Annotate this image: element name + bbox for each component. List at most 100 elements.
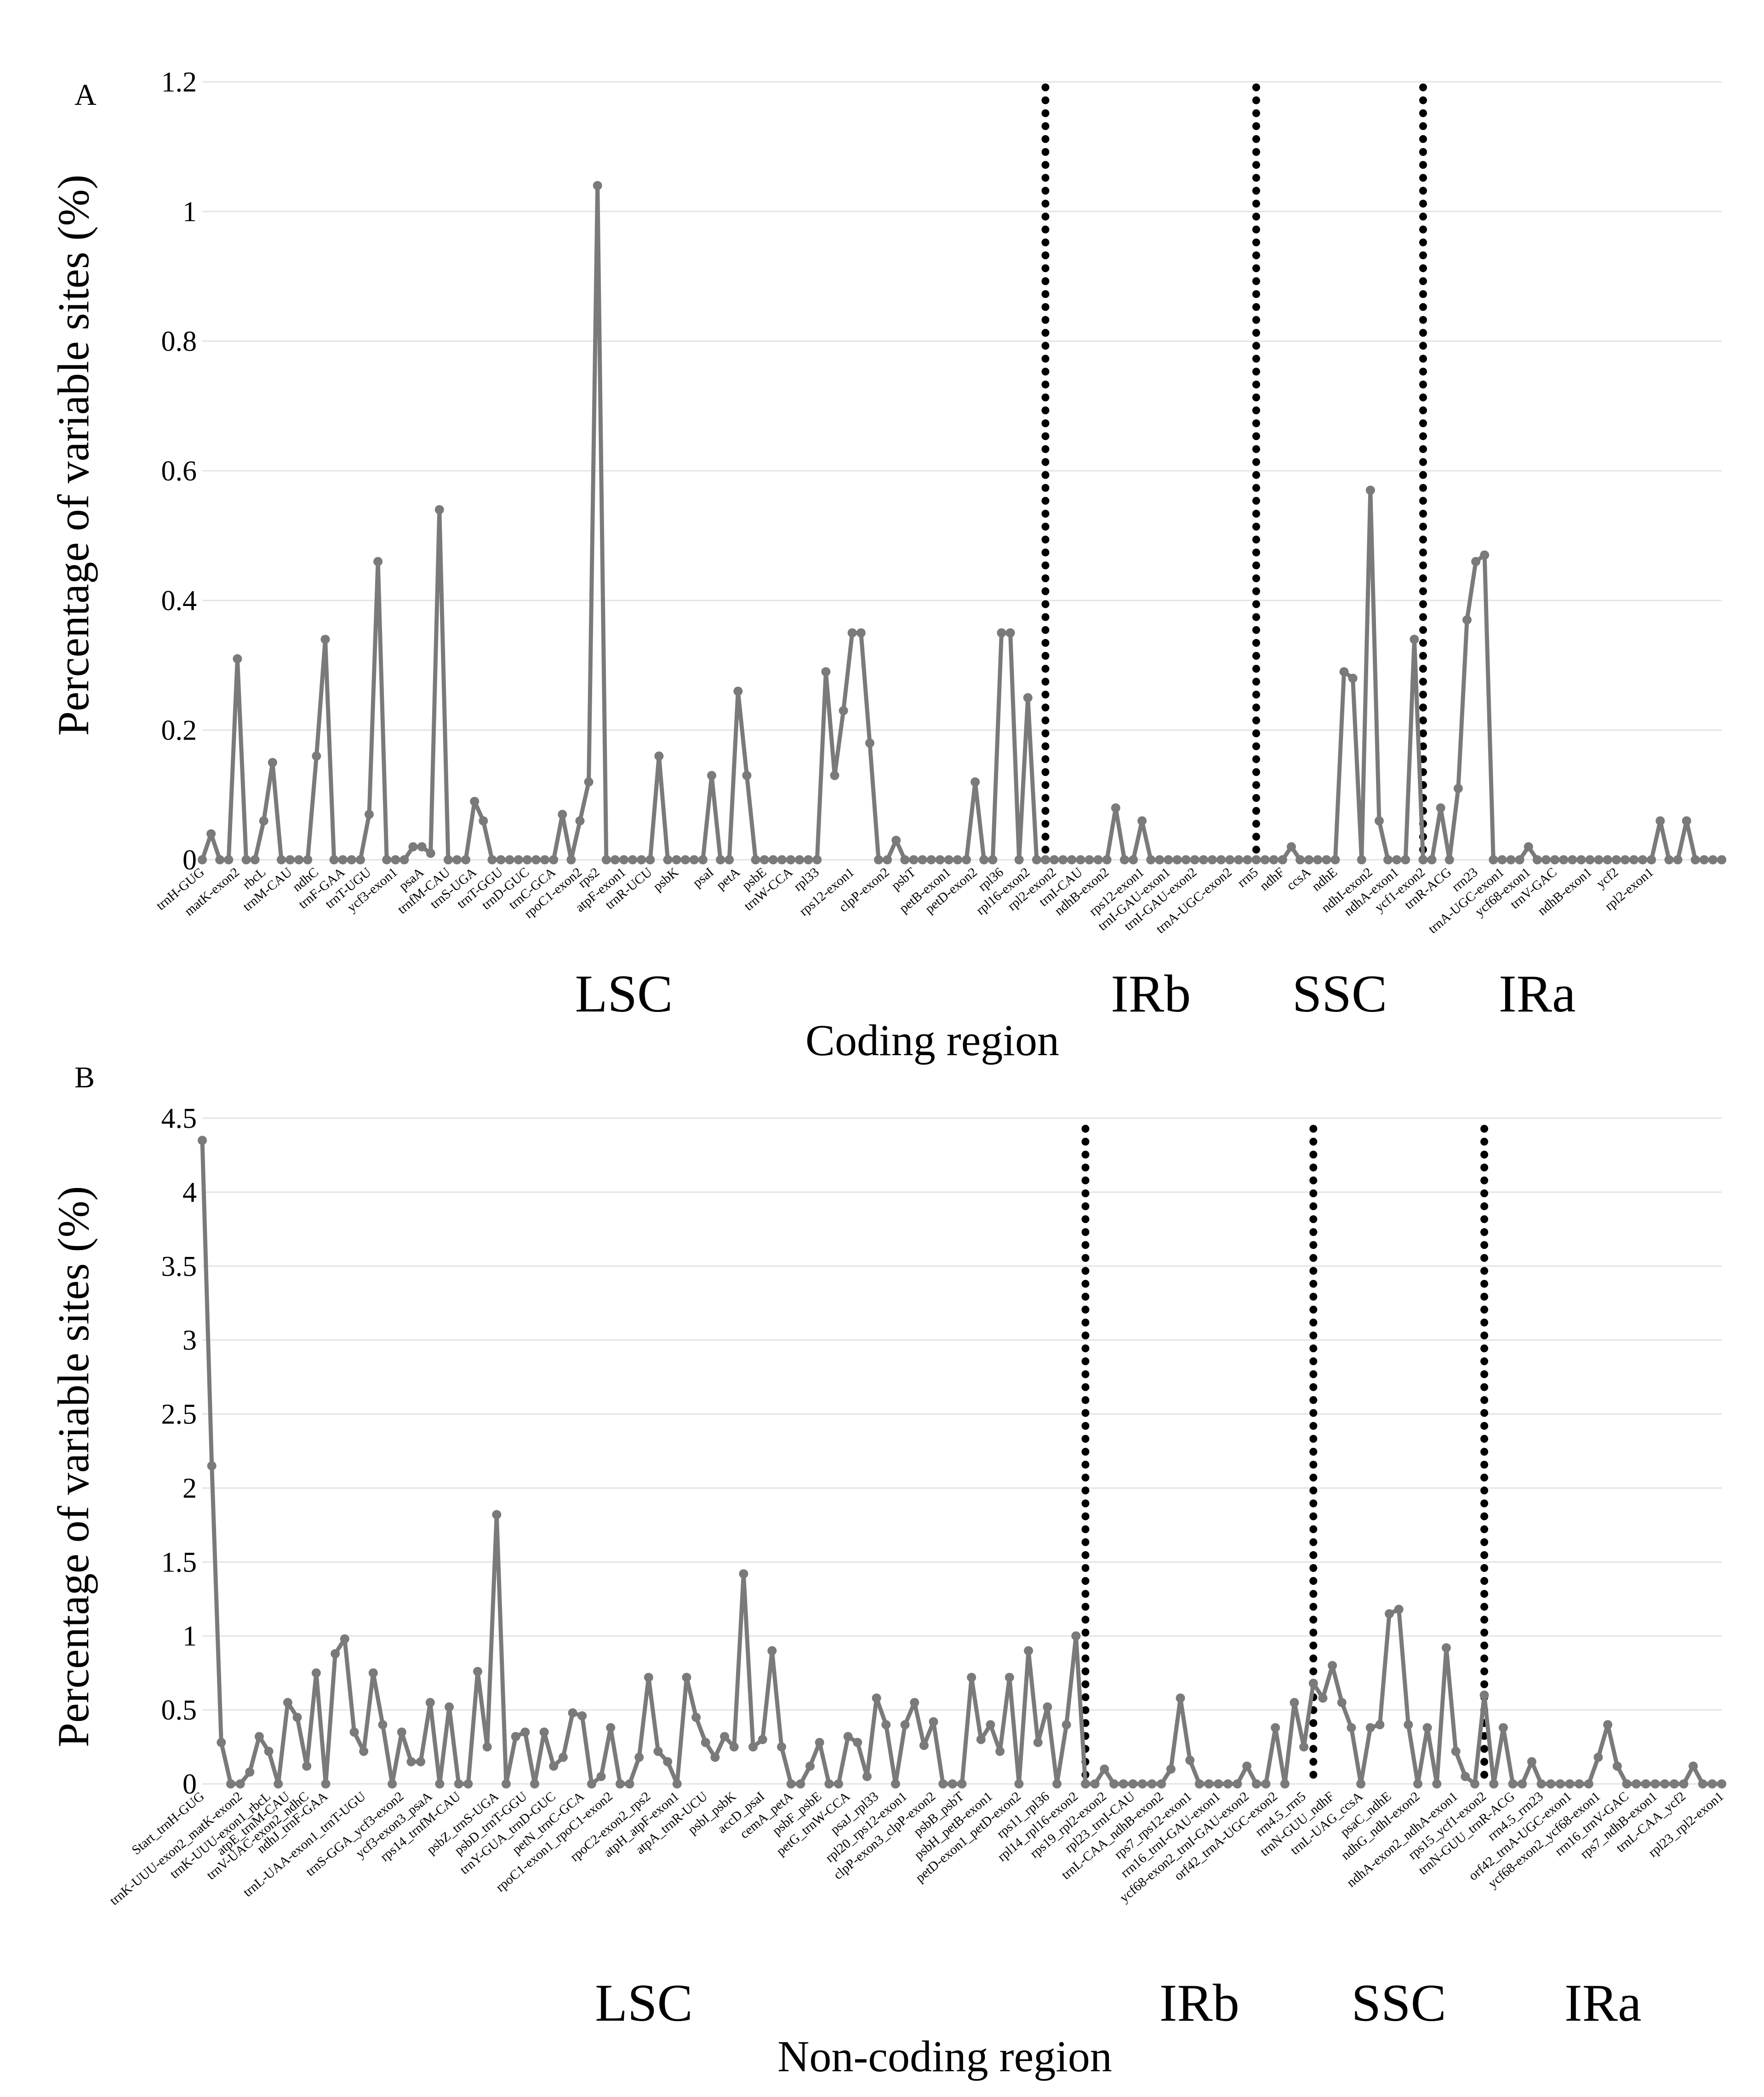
panel-b-data-point [1498, 1723, 1508, 1732]
panel-b-data-point [606, 1723, 616, 1732]
panel-b-data-point [891, 1779, 900, 1788]
panel-b-data-point [1290, 1698, 1299, 1708]
panel-b-data-point [274, 1779, 283, 1788]
panel-b-data-point [805, 1761, 815, 1771]
panel-a-data-point [549, 855, 559, 864]
panel-b-data-point [1318, 1693, 1328, 1703]
panel-b-y-tick-label: 1 [183, 1621, 197, 1652]
panel-b-chart: B Percentage of variable sites (%) 0 0.5 1… [49, 1061, 1726, 2081]
panel-b-data-point [1593, 1753, 1603, 1762]
panel-b-data-point [435, 1779, 445, 1788]
panel-b-data-point [1365, 1723, 1375, 1732]
panel-b-data-point [463, 1779, 473, 1788]
panel-b-data-point [1404, 1720, 1413, 1730]
panel-b-data-point [311, 1668, 321, 1678]
panel-a-data-point [962, 855, 971, 864]
panel-a-data-point [1076, 855, 1085, 864]
panel-a-data-point [1717, 855, 1726, 864]
panel-a-data-point [1234, 855, 1244, 864]
panel-a-x-tick-label: psbK [651, 865, 682, 894]
panel-b-data-point [245, 1767, 255, 1777]
panel-a-data-point [1462, 615, 1472, 625]
panel-a-y-tick-label: 0.8 [161, 326, 197, 357]
panel-b-data-point [1546, 1779, 1556, 1788]
panel-a-y-tick-label: 1.2 [161, 67, 197, 98]
panel-b-data-point [1100, 1764, 1109, 1774]
panel-a-data-point [795, 855, 805, 864]
panel-a-region-label-ssc: SSC [1292, 965, 1387, 1023]
panel-a-x-axis-title: Coding region [805, 1016, 1059, 1065]
panel-a-data-point [1129, 855, 1138, 864]
panel-b-data-point [900, 1720, 910, 1730]
panel-b-data-point [967, 1673, 976, 1682]
panel-b-data-point [388, 1779, 397, 1788]
panel-b-data-point [1328, 1661, 1337, 1670]
panel-b-data-point [1612, 1761, 1622, 1771]
panel-b-y-axis-title: Percentage of variable sites (%) [49, 1186, 98, 1748]
panel-a-data-point [198, 855, 207, 864]
panel-a-data-point [812, 855, 822, 864]
panel-a-data-point [1594, 855, 1604, 864]
panel-b-data-point [1194, 1779, 1204, 1788]
panel-a-data-point [320, 634, 330, 644]
panel-b-data-point [378, 1720, 388, 1730]
panel-a-data-point [1524, 842, 1533, 851]
panel-b-data-point [1081, 1779, 1090, 1788]
panel-b-data-point [881, 1720, 891, 1730]
panel-b-y-tick-label: 4 [183, 1177, 197, 1208]
panel-a-x-tick-label: ndhF [1257, 865, 1287, 894]
panel-a-data-point [1620, 855, 1630, 864]
panel-a-data-point [1392, 855, 1402, 864]
panel-a-data-point [601, 855, 611, 864]
panel-a-data-point [900, 855, 910, 864]
panel-a-data-point [1164, 855, 1173, 864]
panel-a-data-point [725, 855, 734, 864]
panel-a-data-point [1155, 855, 1165, 864]
panel-a-data-point [400, 855, 409, 864]
panel-a-data-point [874, 855, 884, 864]
panel-a-data-point [944, 855, 953, 864]
panel-a-data-point [452, 855, 462, 864]
panel-b-data-point [340, 1634, 349, 1644]
panel-b-data-point [1508, 1779, 1518, 1788]
panel-b-data-point [1052, 1779, 1062, 1788]
panel-b-data-point [833, 1779, 843, 1788]
panel-b-data-point [1394, 1605, 1404, 1614]
panel-b-data-point [634, 1753, 644, 1762]
panel-b-y-tick-label: 3 [183, 1325, 197, 1356]
panel-a-x-tick-label: ccsA [1284, 865, 1314, 893]
panel-a-data-point [329, 855, 339, 864]
panel-b-data-point [1669, 1779, 1679, 1788]
panel-b-data-point [986, 1720, 995, 1730]
panel-b-data-point [1422, 1723, 1432, 1732]
panel-b-data-point [1347, 1723, 1356, 1732]
panel-b-data-point [1204, 1779, 1214, 1788]
panel-a-data-point [1146, 855, 1156, 864]
panel-b-data-point [1707, 1779, 1717, 1788]
panel-a-data-point [505, 855, 514, 864]
panel-a-data-point [1708, 855, 1718, 864]
panel-a-data-point [1102, 855, 1112, 864]
panel-a-data-point [997, 628, 1006, 638]
panel-a-data-point [1699, 855, 1709, 864]
panel-b-data-point [1679, 1779, 1689, 1788]
panel-b-data-point [302, 1761, 312, 1771]
panel-a-data-point [1585, 855, 1595, 864]
panel-a-data-point [1093, 855, 1103, 864]
panel-a-data-point [979, 855, 989, 864]
panel-a-data-point [1119, 855, 1129, 864]
panel-a-data-point [804, 855, 813, 864]
panel-a-data-point [1673, 855, 1683, 864]
panel-a-data-point [698, 855, 708, 864]
panel-a-data-point [1489, 855, 1498, 864]
panel-a-data-point [303, 855, 313, 864]
panel-a-y-tick-label: 0.6 [161, 456, 197, 487]
panel-a-data-point [1436, 803, 1445, 813]
panel-b-data-point [397, 1727, 406, 1737]
panel-b-data-point [786, 1779, 796, 1788]
panel-b-data-point [1157, 1779, 1166, 1788]
panel-a-data-point [1172, 855, 1182, 864]
panel-a-data-point [953, 855, 962, 864]
panel-a-data-point [417, 842, 427, 851]
panel-a-data-point [1032, 855, 1041, 864]
